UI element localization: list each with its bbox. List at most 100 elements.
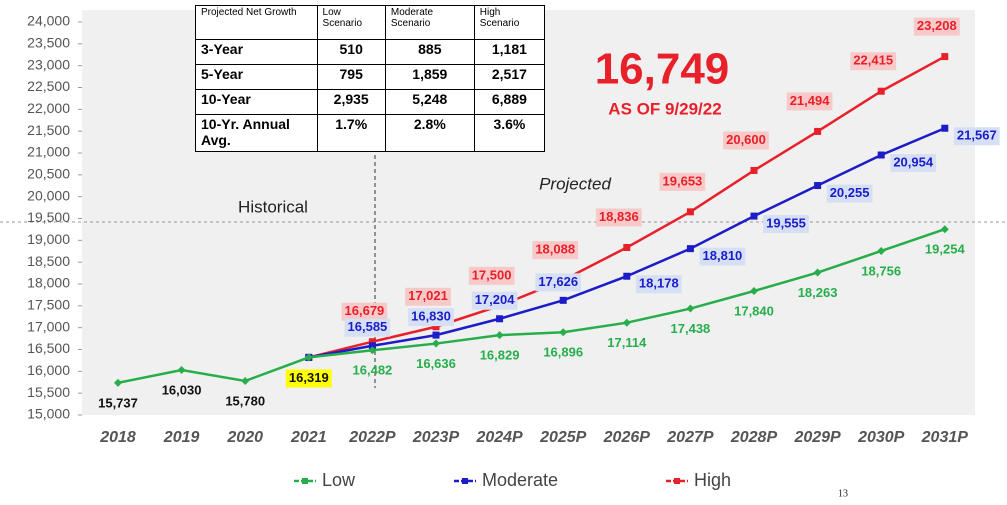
label-bg — [595, 208, 642, 227]
marker — [177, 366, 186, 375]
value-label-group: 15,780 — [225, 393, 265, 408]
value-label-group: 18,810 — [699, 247, 746, 266]
value-label-group: 16,679 — [341, 302, 388, 321]
marker — [877, 87, 885, 95]
value-label-group: 17,021 — [405, 287, 451, 306]
table-cell: 10-Yr. Annual Avg. — [195, 114, 318, 152]
marker — [495, 331, 504, 340]
value-label: 19,653 — [663, 173, 703, 188]
legend-label: Moderate — [482, 470, 558, 490]
table-cell: Moderate Scenario — [384, 5, 475, 40]
page-number: 13 — [838, 488, 848, 499]
label-bg — [890, 154, 937, 173]
marker — [813, 268, 822, 277]
table-row: Projected Net Growth Low Scenario Moderate… — [195, 5, 546, 40]
label-bg — [341, 302, 388, 321]
marker — [368, 338, 376, 346]
y-tick-label: 20,500 — [27, 166, 70, 182]
marker — [877, 246, 886, 255]
x-tick-label: 2019 — [163, 429, 200, 446]
y-tick-label: 16,000 — [27, 362, 70, 378]
value-label: 17,204 — [475, 292, 516, 307]
marker — [114, 378, 122, 387]
table-row: 10-Yr. Annual Avg. 1.7% 2.8% 3.6% — [195, 114, 546, 152]
marker — [432, 323, 440, 331]
value-label: 17,114 — [607, 335, 647, 350]
value-label-group: 16,030 — [162, 382, 202, 397]
growth-table: Projected Net Growth Low Scenario Moderate… — [195, 5, 546, 152]
value-label-group: 17,500 — [468, 266, 515, 285]
value-label: 19,555 — [766, 216, 806, 231]
value-label: 16,319 — [289, 370, 329, 385]
y-tick-label: 18,000 — [27, 275, 70, 291]
marker — [622, 318, 631, 327]
value-label: 16,829 — [480, 348, 520, 363]
y-tick-label: 22,000 — [27, 100, 70, 116]
marker — [559, 296, 567, 304]
table-cell: 1.7% — [316, 114, 386, 152]
marker — [432, 331, 440, 339]
marker — [814, 182, 822, 190]
x-tick-label: 2029P — [793, 429, 841, 446]
label-bg — [659, 172, 706, 191]
annotation: AS OF 9/29/22 — [608, 99, 721, 118]
table-cell: 1,859 — [384, 64, 475, 90]
value-label-group: 17,204 — [471, 291, 518, 310]
label-bg — [285, 369, 332, 388]
value-label: 23,208 — [917, 18, 957, 33]
table-cell: 2,935 — [316, 89, 386, 115]
y-tick-label: 16,500 — [27, 340, 70, 356]
value-label: 16,585 — [348, 319, 388, 334]
table-cell: Low Scenario — [316, 5, 386, 40]
label-bg — [826, 184, 873, 203]
y-tick-label: 21,000 — [27, 144, 70, 160]
x-tick-label: 2027P — [666, 429, 714, 446]
value-label: 18,178 — [639, 276, 679, 291]
value-label: 20,954 — [893, 154, 934, 169]
label-bg — [405, 287, 451, 306]
legend-label: High — [694, 470, 731, 490]
value-label: 21,494 — [790, 93, 831, 108]
table-cell: 2.8% — [384, 114, 475, 152]
value-label: 15,780 — [225, 393, 265, 408]
value-label-group: 19,653 — [659, 172, 706, 191]
value-label: 22,415 — [853, 53, 893, 68]
value-label-group: 15,737 — [98, 395, 138, 410]
x-tick-label: 2024P — [475, 429, 523, 446]
x-tick-label: 2025P — [539, 429, 587, 446]
table-cell: 1,181 — [473, 39, 546, 65]
table-cell: 2,517 — [473, 64, 546, 90]
marker — [686, 208, 694, 216]
value-label-group: 17,840 — [734, 303, 774, 318]
y-tick-label: 21,500 — [27, 122, 70, 138]
value-label-group: 16,830 — [408, 308, 454, 327]
value-label-group: 23,208 — [913, 17, 960, 36]
value-label-group: 18,178 — [635, 275, 682, 294]
value-label-group: 18,088 — [532, 241, 579, 260]
legend-swatch — [462, 478, 468, 484]
label-bg — [532, 241, 579, 260]
label-bg — [408, 308, 454, 327]
value-label: 18,088 — [535, 242, 575, 257]
x-tick-label: 2031P — [921, 429, 969, 446]
y-tick-label: 24,000 — [27, 13, 70, 29]
marker — [750, 166, 758, 174]
table-cell: 10-Year — [195, 89, 318, 115]
x-tick-label: 2020 — [226, 429, 263, 446]
label-bg — [763, 215, 809, 234]
value-label: 16,896 — [543, 345, 583, 360]
marker — [368, 342, 376, 350]
value-label-group: 20,954 — [890, 154, 937, 173]
value-label-group: 19,254 — [925, 242, 966, 257]
value-label: 16,636 — [416, 356, 456, 371]
value-label-group: 16,482 — [353, 363, 393, 378]
value-label: 17,840 — [734, 303, 774, 318]
table-row: 3-Year 510 885 1,181 — [195, 39, 546, 65]
series-line — [117, 228, 946, 385]
value-label-group: 18,836 — [595, 208, 642, 227]
label-bg — [913, 17, 960, 36]
legend-swatch — [302, 478, 308, 484]
value-label: 18,836 — [599, 209, 639, 224]
value-label-group: 20,255 — [826, 184, 873, 203]
label-bg — [468, 266, 515, 285]
